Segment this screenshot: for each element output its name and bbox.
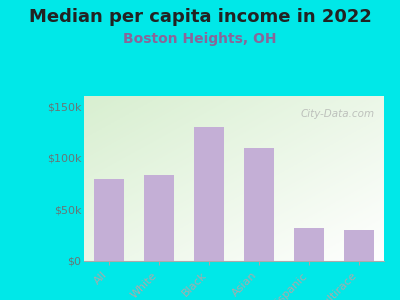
- Text: City-Data.com: City-Data.com: [301, 109, 375, 119]
- Bar: [194, 127, 224, 261]
- Bar: [244, 148, 274, 261]
- Bar: [344, 230, 374, 261]
- Text: Median per capita income in 2022: Median per capita income in 2022: [28, 8, 372, 26]
- Text: Boston Heights, OH: Boston Heights, OH: [123, 32, 277, 46]
- Bar: [94, 178, 124, 261]
- Bar: [144, 176, 174, 261]
- Bar: [294, 228, 324, 261]
